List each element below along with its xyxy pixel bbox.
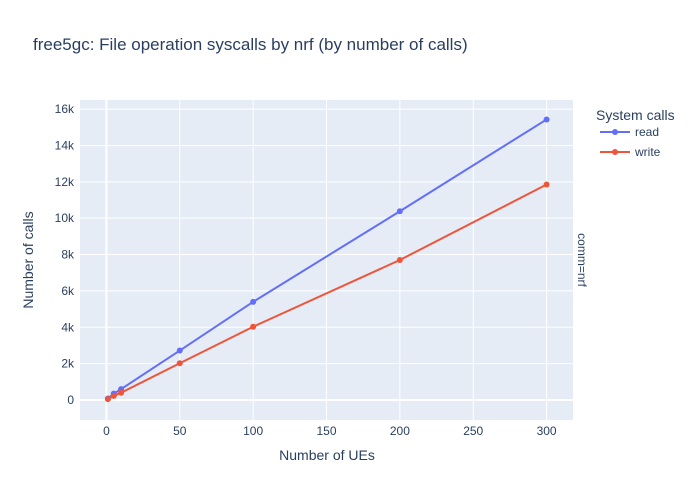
write-point bbox=[176, 360, 183, 367]
y-tick-label: 2k bbox=[61, 357, 75, 371]
write-point bbox=[110, 392, 117, 399]
write-point bbox=[543, 181, 550, 188]
y-tick-label: 8k bbox=[61, 248, 75, 262]
legend-item-read[interactable]: read bbox=[600, 125, 659, 139]
y-tick-label: 6k bbox=[61, 284, 75, 298]
legend-label: write bbox=[634, 145, 661, 159]
legend-title: System calls bbox=[596, 107, 675, 123]
grid-lines bbox=[80, 100, 573, 420]
facet-label: comm=nrf bbox=[575, 233, 589, 287]
legend-item-write[interactable]: write bbox=[600, 145, 661, 159]
x-tick-label: 0 bbox=[103, 424, 110, 438]
x-tick-label: 250 bbox=[463, 424, 483, 438]
x-tick-label: 100 bbox=[243, 424, 263, 438]
x-tick-label: 300 bbox=[537, 424, 557, 438]
read-point bbox=[396, 208, 403, 215]
x-axis-ticks: 0 50 100 150 200 250 300 bbox=[103, 424, 557, 438]
x-axis-title: Number of UEs bbox=[279, 447, 375, 463]
y-tick-label: 0 bbox=[67, 393, 74, 407]
x-tick-label: 200 bbox=[390, 424, 410, 438]
y-tick-label: 16k bbox=[55, 102, 75, 116]
legend-items: read write bbox=[600, 125, 661, 159]
read-point bbox=[250, 298, 257, 305]
x-tick-label: 50 bbox=[173, 424, 187, 438]
write-point bbox=[118, 389, 125, 396]
x-tick-label: 150 bbox=[316, 424, 336, 438]
y-axis-ticks: 0 2k 4k 6k 8k 10k 12k 14k 16k bbox=[55, 102, 75, 407]
legend: System calls read write bbox=[596, 107, 675, 159]
write-point bbox=[250, 323, 257, 330]
y-tick-label: 14k bbox=[55, 138, 75, 152]
read-point bbox=[176, 347, 183, 354]
read-point bbox=[543, 116, 550, 123]
y-tick-label: 12k bbox=[55, 175, 75, 189]
series-write bbox=[104, 181, 550, 403]
write-point bbox=[396, 257, 403, 263]
write-point bbox=[104, 396, 111, 403]
y-axis-title: Number of calls bbox=[20, 211, 36, 308]
legend-label: read bbox=[635, 125, 659, 139]
y-tick-label: 10k bbox=[55, 211, 75, 225]
legend-marker bbox=[612, 149, 618, 155]
series-layer bbox=[104, 116, 550, 403]
legend-marker bbox=[612, 129, 618, 135]
y-tick-label: 4k bbox=[61, 320, 75, 334]
chart-title: free5gc: File operation syscalls by nrf … bbox=[33, 35, 468, 54]
